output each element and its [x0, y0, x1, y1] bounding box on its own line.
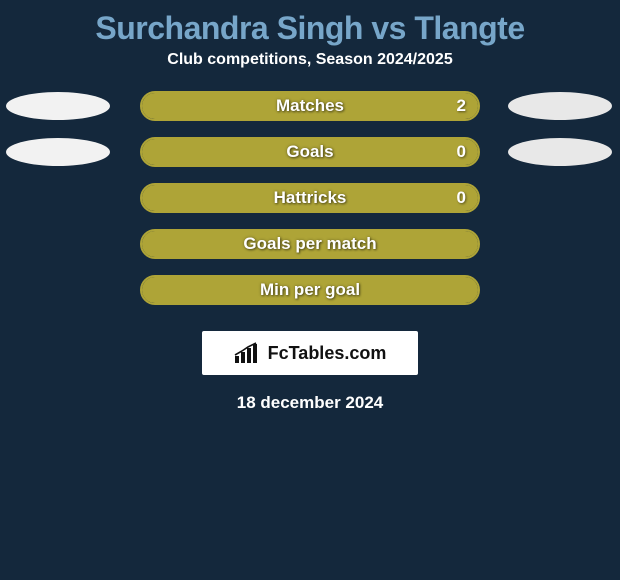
comparison-infographic: Surchandra Singh vs Tlangte Club competi… — [0, 0, 620, 580]
generated-date: 18 december 2024 — [0, 393, 620, 413]
page-title: Surchandra Singh vs Tlangte — [0, 0, 620, 51]
stat-value-right: 2 — [457, 91, 466, 121]
stat-label: Goals per match — [140, 229, 480, 259]
source-logo-text: FcTables.com — [268, 343, 387, 364]
stat-row: Matches2 — [0, 83, 620, 129]
bar-area: Min per goal — [140, 275, 480, 305]
player-indicator-left — [6, 92, 110, 120]
chart-bars-icon — [234, 342, 262, 364]
stat-label: Matches — [140, 91, 480, 121]
stat-label: Hattricks — [140, 183, 480, 213]
stat-row: Goals0 — [0, 129, 620, 175]
stat-row: Hattricks0 — [0, 175, 620, 221]
stats-area: Matches2Goals0Hattricks0Goals per matchM… — [0, 83, 620, 313]
stat-label: Min per goal — [140, 275, 480, 305]
source-logo: FcTables.com — [202, 331, 418, 375]
bar-area: Hattricks0 — [140, 183, 480, 213]
bar-area: Goals per match — [140, 229, 480, 259]
player-indicator-left — [6, 138, 110, 166]
bar-area: Goals0 — [140, 137, 480, 167]
page-subtitle: Club competitions, Season 2024/2025 — [0, 51, 620, 83]
stat-value-right: 0 — [457, 183, 466, 213]
stat-label: Goals — [140, 137, 480, 167]
stat-row: Min per goal — [0, 267, 620, 313]
player-indicator-right — [508, 138, 612, 166]
player-indicator-right — [508, 92, 612, 120]
stat-row: Goals per match — [0, 221, 620, 267]
stat-value-right: 0 — [457, 137, 466, 167]
bar-area: Matches2 — [140, 91, 480, 121]
